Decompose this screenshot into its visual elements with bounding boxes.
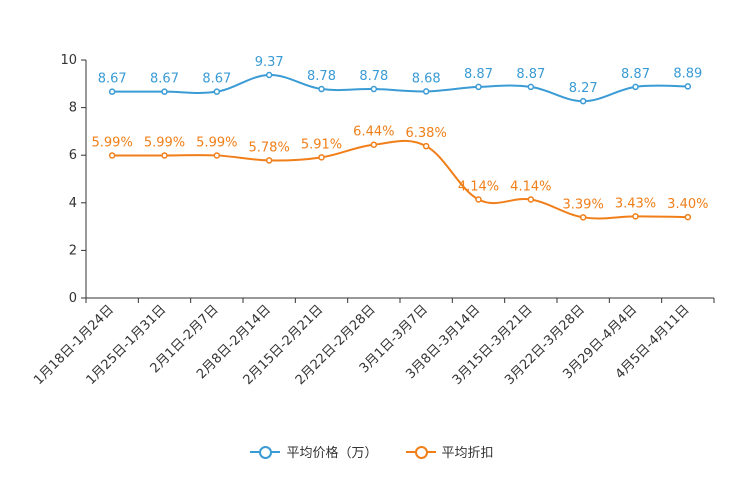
data-point — [318, 85, 325, 93]
data-label: 5.99% — [144, 135, 185, 150]
data-point — [422, 88, 430, 95]
data-point — [684, 83, 692, 90]
data-point — [579, 214, 587, 221]
y-tick-label: 10 — [60, 53, 77, 68]
y-tick-label: 2 — [69, 243, 77, 258]
legend-label-price: 平均价格（万） — [286, 446, 378, 461]
data-label: 5.78% — [249, 140, 290, 155]
chart-legend: 平均价格（万） 平均折扣 — [0, 442, 744, 461]
data-label: 8.87 — [621, 67, 650, 82]
y-tick-label: 6 — [69, 148, 77, 163]
data-point — [632, 83, 639, 91]
data-point — [213, 88, 221, 95]
data-label: 3.43% — [615, 196, 656, 211]
data-point — [527, 83, 535, 91]
data-label: 8.78 — [307, 69, 336, 84]
data-label: 8.87 — [516, 67, 545, 82]
data-point — [108, 152, 116, 159]
data-point — [684, 213, 692, 221]
data-label: 8.78 — [359, 69, 388, 84]
legend-swatch-discount — [405, 445, 436, 459]
data-label: 4.14% — [458, 179, 499, 194]
data-point — [318, 154, 325, 161]
data-point — [370, 141, 378, 148]
data-point — [213, 152, 221, 159]
data-point — [108, 88, 116, 95]
data-label: 6.38% — [406, 126, 447, 141]
data-point — [527, 196, 535, 203]
data-label: 5.91% — [301, 137, 342, 152]
data-label: 5.99% — [196, 135, 237, 150]
data-label: 9.37 — [255, 55, 284, 70]
data-point — [370, 85, 378, 93]
legend-item-price[interactable]: 平均价格（万） — [250, 442, 378, 461]
data-point — [161, 152, 168, 159]
data-label: 8.89 — [673, 66, 702, 81]
data-point — [422, 142, 430, 150]
series-line-0 — [112, 73, 688, 103]
data-point — [475, 83, 482, 91]
data-point — [265, 71, 273, 79]
data-label: 3.39% — [563, 197, 604, 212]
legend-swatch-price — [250, 445, 281, 459]
y-tick-label: 0 — [69, 291, 77, 306]
legend-item-discount[interactable]: 平均折扣 — [405, 442, 494, 461]
y-tick-label: 8 — [69, 101, 77, 116]
data-label: 8.27 — [569, 81, 598, 96]
data-label: 6.44% — [353, 125, 394, 140]
data-point — [161, 88, 168, 95]
data-point — [632, 213, 639, 220]
series-line-1 — [112, 139, 688, 220]
legend-label-discount: 平均折扣 — [441, 446, 494, 461]
data-label: 8.67 — [150, 72, 179, 87]
data-point — [475, 196, 482, 203]
data-point — [579, 97, 587, 105]
y-tick-label: 4 — [69, 196, 77, 211]
data-label: 4.14% — [510, 179, 551, 194]
data-label: 8.87 — [464, 67, 493, 82]
data-label: 8.68 — [412, 71, 441, 86]
data-label: 8.67 — [202, 72, 231, 87]
data-label: 3.40% — [667, 197, 708, 212]
data-label: 8.67 — [98, 72, 127, 87]
data-point — [265, 157, 273, 164]
data-label: 5.99% — [92, 135, 133, 150]
